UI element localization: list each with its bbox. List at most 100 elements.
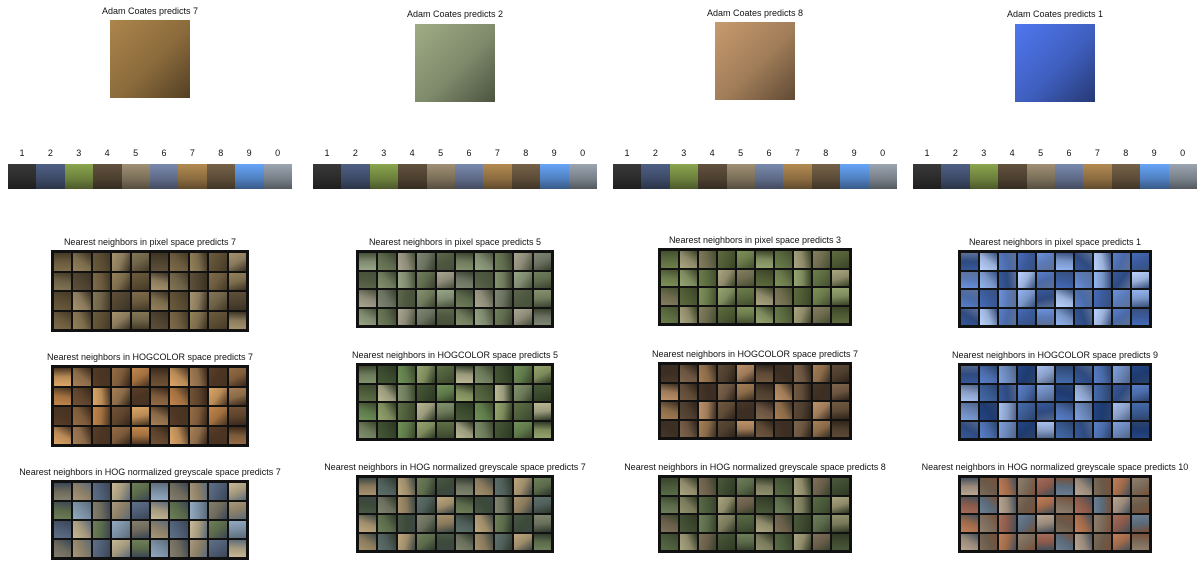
neighbor-thumb [397, 421, 416, 438]
neighbor-thumb [775, 402, 792, 419]
neighbor-thumb [1075, 308, 1092, 325]
class-number: 2 [952, 148, 958, 158]
neighbor-thumb [170, 540, 188, 557]
neighbor-thumb [475, 366, 493, 383]
class-number: 2 [47, 148, 53, 158]
neighbor-thumb [961, 308, 978, 325]
neighbor-thumb [661, 365, 678, 382]
neighbor-thumb [112, 387, 130, 405]
neighbor-thumb [1094, 533, 1111, 550]
neighbor-thumb [209, 426, 227, 444]
neighbor-thumb [1037, 478, 1054, 495]
neighbor-thumb [680, 306, 697, 323]
neighbor-thumb [680, 496, 697, 513]
neighbor-thumb [737, 402, 754, 419]
neighbor-thumb [150, 483, 169, 500]
neighbor-thumb [737, 533, 754, 550]
class-example-thumb [969, 164, 999, 189]
class-example-thumb [511, 164, 541, 189]
neighbor-thumb [436, 308, 454, 325]
class-example-thumb [568, 164, 598, 189]
class-number: 0 [1180, 148, 1186, 158]
neighbor-thumb [1018, 403, 1035, 420]
neighbor-thumb [436, 496, 454, 513]
neighbor-thumb [112, 540, 130, 557]
neighbor-thumb [455, 366, 474, 383]
neighbor-thumb [150, 407, 169, 425]
neighbor-thumb [999, 253, 1016, 270]
panel-2: Adam Coates predicts 2 1 2 3 4 5 6 7 8 9 0 Nearest … [305, 0, 605, 569]
neighbor-thumb [999, 403, 1016, 420]
neighbor-thumb [680, 402, 697, 419]
neighbor-thumb [378, 496, 396, 513]
neighbor-thumb [699, 496, 716, 513]
neighbors-title: Nearest neighbors in pixel space predict… [968, 237, 1142, 247]
neighbor-thumb [680, 478, 697, 495]
neighbor-thumb [514, 478, 532, 495]
neighbor-thumb [832, 515, 849, 532]
neighbor-thumb [170, 272, 188, 290]
class-example-thumb [235, 164, 264, 189]
neighbor-thumb [533, 515, 551, 532]
neighbor-thumb [1037, 515, 1054, 532]
neighbor-thumb [699, 269, 716, 286]
neighbor-thumb [189, 387, 208, 405]
neighbor-thumb [475, 515, 493, 532]
neighbor-thumb [170, 502, 188, 519]
neighbor-thumb [1075, 496, 1092, 513]
class-example-thumb [641, 164, 670, 189]
neighbor-thumb [359, 533, 377, 550]
neighbor-thumb [455, 290, 474, 307]
neighbor-thumb [170, 253, 188, 271]
neighbor-thumb [832, 288, 849, 305]
neighbor-thumb [131, 502, 149, 519]
neighbor-thumb [131, 292, 149, 310]
neighbor-thumb [150, 426, 169, 444]
neighbor-thumb [1056, 253, 1073, 270]
neighbor-thumb [661, 478, 678, 495]
neighbor-thumb [1132, 290, 1149, 307]
neighbor-thumb [718, 515, 735, 532]
neighbor-thumb [699, 533, 716, 550]
neighbor-thumb [131, 540, 149, 557]
neighbor-thumb [1132, 515, 1149, 532]
query-image [715, 22, 795, 100]
neighbor-thumb [1075, 515, 1092, 532]
class-example-thumb [93, 164, 122, 189]
neighbor-thumb [699, 365, 716, 382]
neighbor-thumb [54, 387, 72, 405]
neighbor-thumb [150, 311, 169, 329]
neighbor-thumb [228, 502, 246, 519]
neighbor-thumb [417, 533, 435, 550]
neighbor-thumb [961, 496, 978, 513]
neighbor-thumb [150, 540, 169, 557]
neighbor-thumb [775, 288, 792, 305]
neighbor-thumb [112, 521, 130, 538]
neighbor-thumb [1113, 366, 1130, 383]
neighbor-thumb [1132, 271, 1149, 288]
neighbor-thumb [813, 365, 830, 382]
class-example-thumb [1168, 164, 1198, 189]
neighbor-thumb [150, 368, 169, 386]
neighbor-thumb [92, 502, 111, 519]
class-number: 8 [523, 148, 529, 158]
neighbor-thumb [170, 292, 188, 310]
class-number: 9 [851, 148, 857, 158]
neighbor-thumb [1113, 478, 1130, 495]
neighbor-thumb [980, 533, 997, 550]
class-number: 5 [438, 148, 444, 158]
neighbor-thumb [54, 502, 72, 519]
neighbor-thumb [92, 426, 111, 444]
neighbor-thumb [150, 521, 169, 538]
neighbor-thumb [980, 308, 997, 325]
class-legend-numbers: 1 2 3 4 5 6 7 8 9 0 [613, 148, 897, 160]
neighbor-thumb [131, 368, 149, 386]
neighbor-thumb [417, 271, 435, 288]
neighbor-thumb [494, 515, 513, 532]
class-example-thumb [998, 164, 1027, 189]
neighbor-thumb [980, 478, 997, 495]
neighbor-thumb [961, 290, 978, 307]
neighbor-thumb [359, 366, 377, 383]
neighbor-thumb [1018, 366, 1035, 383]
neighbor-thumb [112, 292, 130, 310]
